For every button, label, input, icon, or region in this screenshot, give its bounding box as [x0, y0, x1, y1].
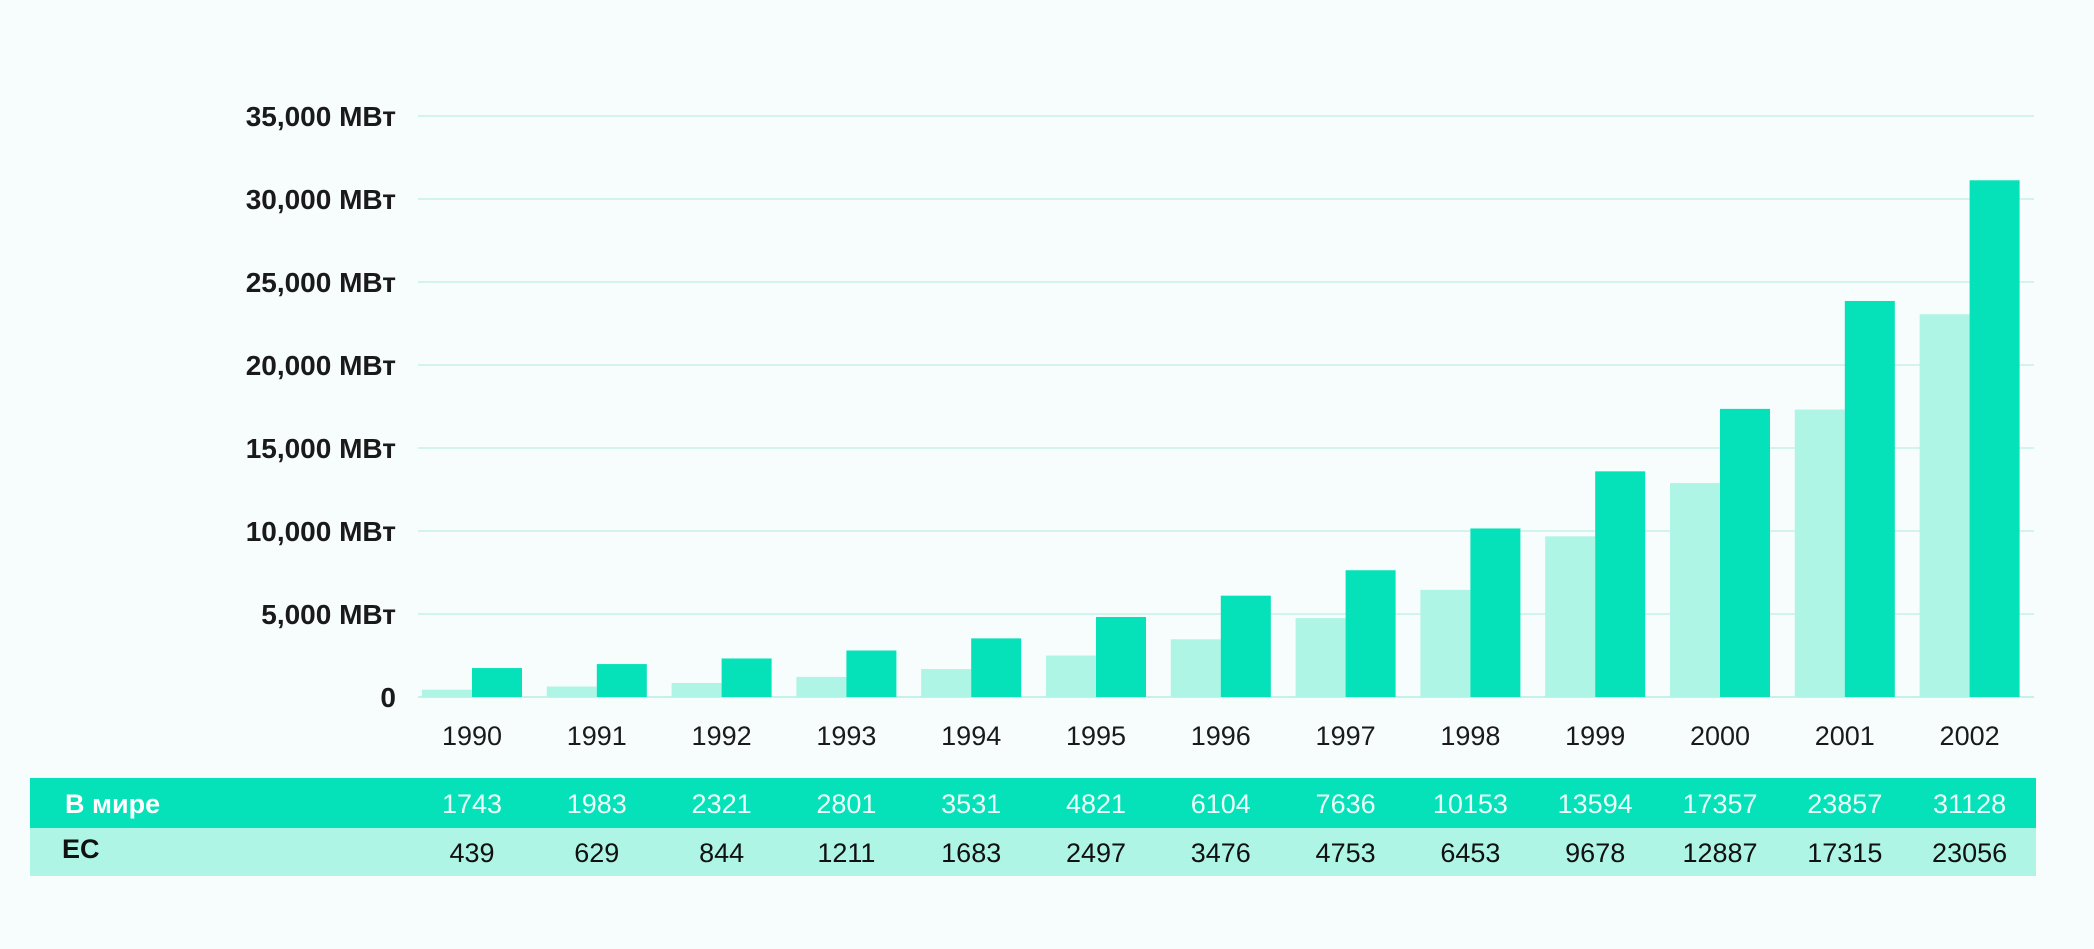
- bar-eu-2000: [1670, 483, 1720, 697]
- bar-eu-1998: [1420, 589, 1471, 697]
- y-tick-label: 0: [380, 682, 396, 713]
- x-tick-label: 1992: [692, 721, 752, 751]
- table-row-eu: [30, 828, 2036, 876]
- bar-eu-2002: [1919, 314, 1970, 697]
- bar-world-1992: [721, 658, 772, 697]
- bar-world-1991: [596, 664, 647, 697]
- table-cells: 1743 1983 2321 2801 3531 4821 6104 7636 10153 135…: [442, 789, 2007, 868]
- bar-eu-1990: [422, 689, 472, 697]
- table-cell-eu: 6453: [1440, 838, 1500, 868]
- bar-world-1993: [846, 650, 897, 697]
- table-cell-world: 2321: [692, 789, 752, 819]
- x-tick-label: 1995: [1066, 721, 1126, 751]
- bar-eu-1997: [1295, 618, 1346, 697]
- bar-eu-1995: [1046, 655, 1096, 697]
- table-cell-eu: 629: [574, 838, 619, 868]
- x-tick-label: 2002: [1940, 721, 2000, 751]
- bar-eu-1996: [1170, 639, 1221, 697]
- x-tick-label: 1998: [1440, 721, 1500, 751]
- bar-world-2001: [1844, 300, 1895, 697]
- bar-world-1995: [1096, 616, 1146, 697]
- bar-eu-1992: [671, 682, 722, 697]
- table-cell-eu: 9678: [1565, 838, 1625, 868]
- x-tick-label: 1994: [941, 721, 1001, 751]
- table-cell-world: 10153: [1433, 789, 1508, 819]
- x-tick-label: 1991: [567, 721, 627, 751]
- table-cell-world: 4821: [1066, 789, 1126, 819]
- table-cell-world: 17357: [1682, 789, 1757, 819]
- table-cell-world: 13594: [1558, 789, 1633, 819]
- table-cell-eu: 4753: [1316, 838, 1376, 868]
- bar-eu-1991: [546, 686, 597, 697]
- table-cell-world: 23857: [1807, 789, 1882, 819]
- y-tick-label: 10,000 МВт: [246, 516, 396, 547]
- y-tick-label: 5,000 МВт: [261, 599, 396, 630]
- table-cell-world: 3531: [941, 789, 1001, 819]
- table-cell-world: 7636: [1316, 789, 1376, 819]
- table-cell-eu: 1211: [817, 838, 875, 868]
- x-tick-label: 2001: [1815, 721, 1875, 751]
- table-cell-eu: 3476: [1191, 838, 1251, 868]
- table-cell-eu: 439: [449, 838, 494, 868]
- bar-world-1990: [472, 668, 522, 697]
- table-cell-eu: 17315: [1807, 838, 1882, 868]
- table-row-world: [30, 778, 2036, 828]
- y-axis: 0 5,000 МВт 10,000 МВт 15,000 МВт 20,000 МВт…: [246, 101, 396, 713]
- bar-eu-2001: [1794, 409, 1845, 697]
- bar-world-1999: [1595, 471, 1646, 697]
- y-tick-label: 15,000 МВт: [246, 433, 396, 464]
- bar-world-1997: [1345, 570, 1396, 697]
- table-cell-world: 6104: [1191, 789, 1251, 819]
- table-cell-world: 1983: [567, 789, 627, 819]
- table-cell-eu: 12887: [1682, 838, 1757, 868]
- table-row-label-eu: ЕС: [62, 834, 100, 864]
- data-table: В мире ЕС 1743 1983 2321 2801 3531 4821 6104 76…: [30, 778, 2036, 876]
- x-axis: 1990 1991 1992 1993 1994 1995 1996 1997 1998 1999…: [442, 721, 2000, 751]
- table-row-label-world: В мире: [65, 789, 160, 819]
- table-cell-eu: 2497: [1066, 838, 1126, 868]
- table-cell-eu: 23056: [1932, 838, 2007, 868]
- x-tick-label: 1996: [1191, 721, 1251, 751]
- y-tick-label: 30,000 МВт: [246, 184, 396, 215]
- table-cell-world: 1743: [442, 789, 502, 819]
- x-tick-label: 2000: [1690, 721, 1750, 751]
- table-cell-eu: 1683: [941, 838, 1001, 868]
- y-tick-label: 25,000 МВт: [246, 267, 396, 298]
- bar-eu-1999: [1545, 536, 1596, 697]
- bar-world-1994: [971, 638, 1022, 697]
- y-tick-label: 20,000 МВт: [246, 350, 396, 381]
- bar-world-2000: [1720, 408, 1770, 697]
- bar-eu-1994: [921, 669, 972, 697]
- x-tick-label: 1997: [1316, 721, 1376, 751]
- bars: [422, 180, 2020, 697]
- x-tick-label: 1999: [1565, 721, 1625, 751]
- bar-world-1996: [1220, 595, 1271, 697]
- x-tick-label: 1993: [816, 721, 876, 751]
- bar-world-2002: [1969, 180, 2020, 697]
- bar-world-1998: [1470, 528, 1521, 697]
- y-tick-label: 35,000 МВт: [246, 101, 396, 132]
- table-cell-eu: 844: [699, 838, 744, 868]
- table-cell-world: 31128: [1933, 789, 2006, 819]
- bar-eu-1993: [796, 676, 847, 697]
- x-tick-label: 1990: [442, 721, 502, 751]
- table-cell-world: 2801: [816, 789, 876, 819]
